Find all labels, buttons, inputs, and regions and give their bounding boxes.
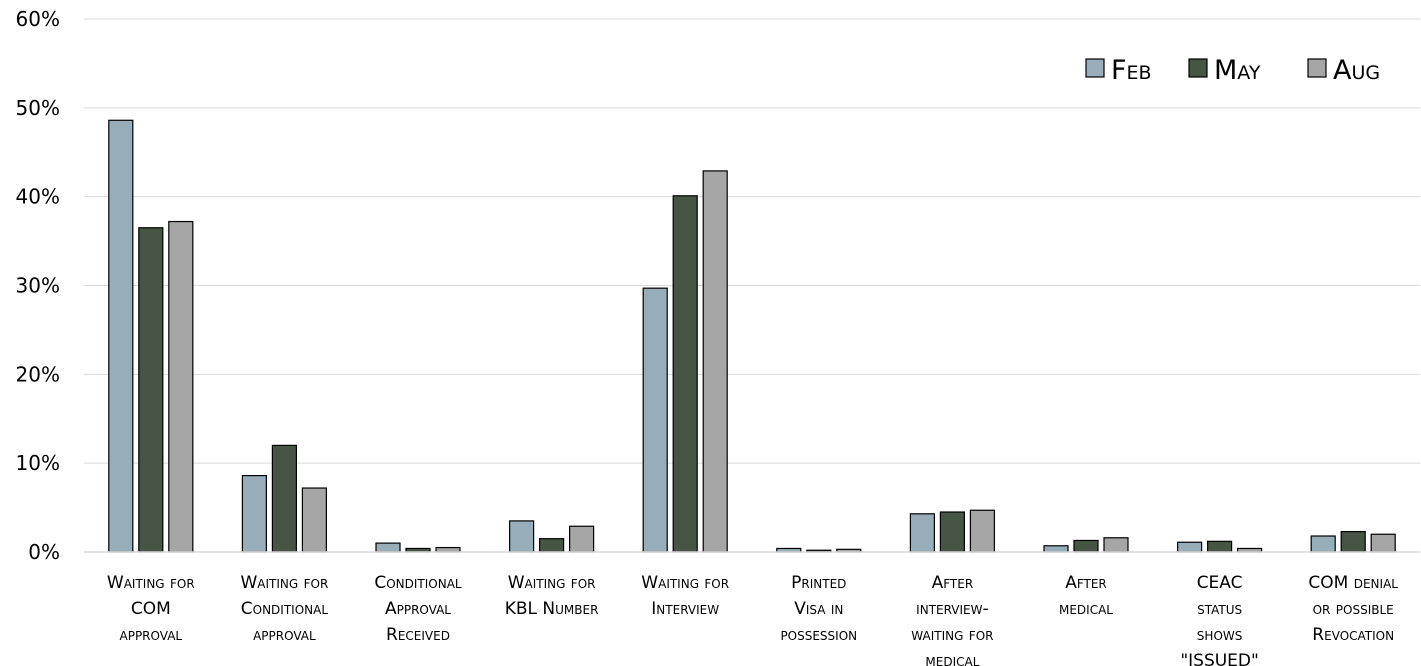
bar-aug [301,487,327,553]
bar-aug [168,220,194,553]
gridlines [84,18,1420,464]
bar-may [1340,530,1366,553]
bar-feb [1043,545,1069,553]
x-category-label: Printed Visa in possession [780,573,857,645]
x-category-label: After interview-waiting for medical [911,573,993,666]
x-category-label: Waiting for COM approval [107,573,195,645]
bar-may [538,538,565,553]
bar-feb [1176,541,1203,553]
bar-may [1206,540,1233,553]
y-tick-label: 20% [16,362,60,386]
bar-aug [1370,533,1396,553]
legend-label-feb: Feb [1111,55,1152,86]
bar-aug [702,170,728,553]
x-axis-category-labels: Waiting for COM approval Waiting for Conditi… [107,573,1398,666]
bar-aug [568,525,595,553]
bar-feb [375,542,401,553]
y-tick-label: 30% [16,274,60,298]
bar-feb [1310,535,1336,553]
legend-swatch-feb [1085,58,1105,78]
bar-feb [642,287,668,553]
bar-may [1073,539,1099,553]
y-axis-ticks: 0% 10% 20% 30% 40% 50% 60% [16,7,60,564]
x-category-label: After medical [1059,573,1113,619]
y-tick-label: 40% [16,185,60,209]
x-category-label: Waiting for KBL Number [505,573,599,619]
bar-aug [969,509,996,553]
bar-may [939,511,966,553]
legend-label-may: May [1214,55,1261,86]
x-category-label: CEAC status shows "ISSUED" [1180,573,1259,666]
bar-may [271,444,297,553]
legend: Feb May Aug [1085,55,1380,86]
y-tick-label: 0% [28,540,60,564]
x-category-label: Conditional Approval Received [374,573,462,645]
legend-label-aug: Aug [1333,55,1380,86]
bar-feb [509,520,535,553]
bar-may [672,195,698,553]
y-tick-label: 50% [16,96,60,120]
bar-feb [108,119,134,553]
x-category-label: Waiting for Interview [641,573,729,619]
bar-may [138,227,164,553]
bars [108,119,1396,553]
legend-swatch-aug [1307,58,1327,78]
y-tick-label: 10% [16,451,60,475]
bar-feb [909,513,936,553]
x-category-label: Waiting for Conditional approval [241,573,329,645]
y-tick-label: 60% [16,7,60,31]
x-category-label: COM denial or possible Revocation [1308,573,1398,645]
bar-feb [241,475,267,553]
bar-aug [1103,537,1129,553]
legend-swatch-may [1188,58,1208,78]
